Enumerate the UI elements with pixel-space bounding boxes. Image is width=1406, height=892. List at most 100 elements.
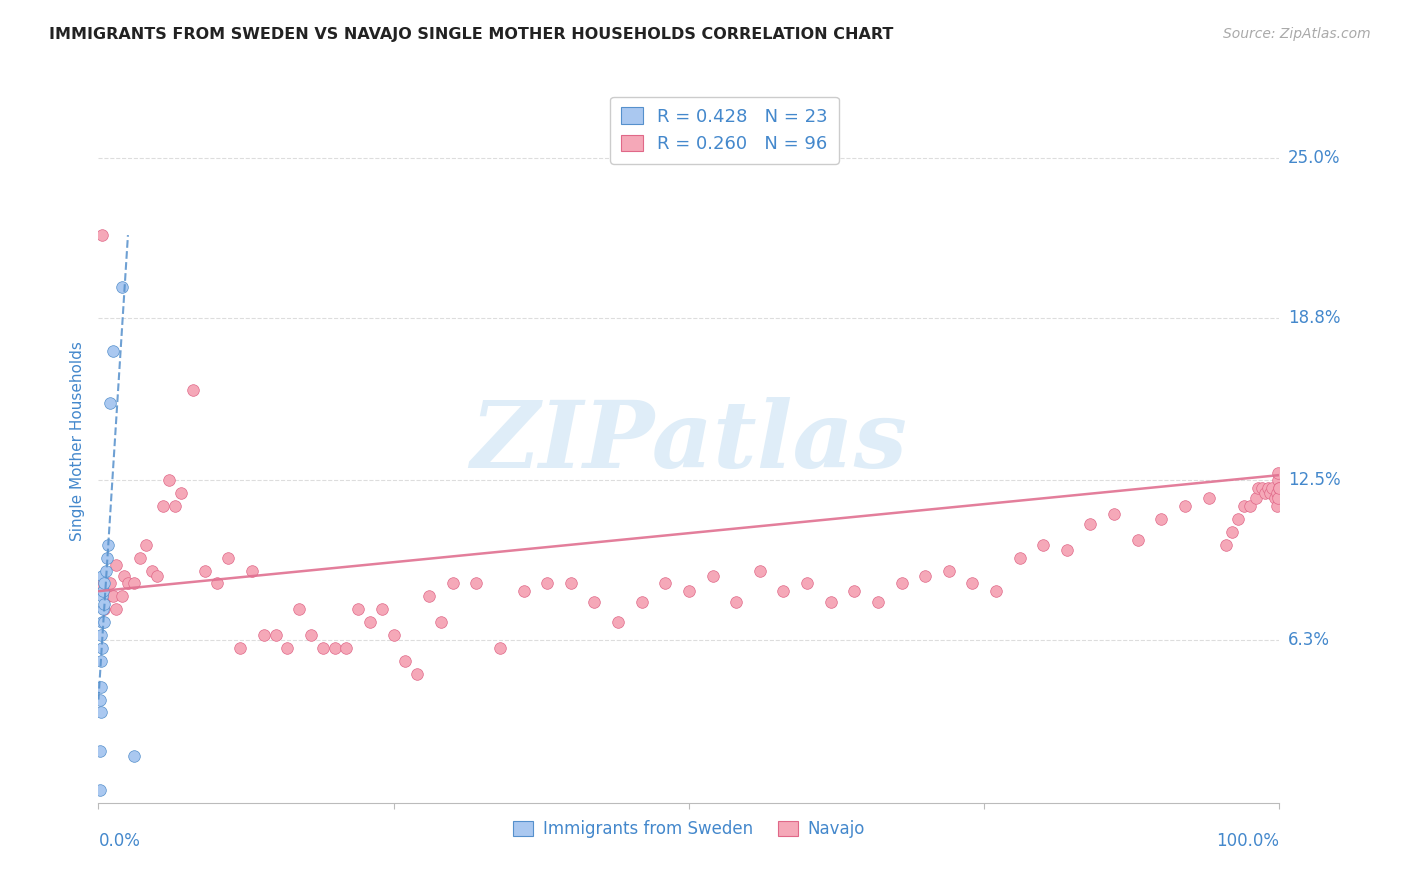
Point xyxy=(984,584,1007,599)
Point xyxy=(253,628,276,642)
Point xyxy=(1257,481,1279,495)
Point xyxy=(347,602,370,616)
Point xyxy=(1032,538,1054,552)
Point xyxy=(1247,481,1270,495)
Text: 6.3%: 6.3% xyxy=(1288,632,1330,649)
Point xyxy=(181,383,204,397)
Point xyxy=(583,594,606,608)
Point xyxy=(135,538,157,552)
Point xyxy=(1267,466,1289,480)
Point xyxy=(105,602,128,616)
Point xyxy=(89,783,111,797)
Point xyxy=(1244,491,1267,506)
Text: ZIPatlas: ZIPatlas xyxy=(471,397,907,486)
Point xyxy=(141,564,163,578)
Point xyxy=(264,628,287,642)
Point xyxy=(1220,524,1243,539)
Text: Source: ZipAtlas.com: Source: ZipAtlas.com xyxy=(1223,27,1371,41)
Point xyxy=(406,666,429,681)
Point xyxy=(1008,550,1031,565)
Text: 12.5%: 12.5% xyxy=(1288,471,1340,489)
Point xyxy=(93,602,115,616)
Point xyxy=(112,568,135,582)
Point xyxy=(1233,499,1256,513)
Point xyxy=(1254,486,1277,500)
Point xyxy=(105,558,128,573)
Point xyxy=(93,615,115,630)
Point xyxy=(240,564,263,578)
Point xyxy=(111,590,134,604)
Point xyxy=(938,564,960,578)
Legend: Immigrants from Sweden, Navajo: Immigrants from Sweden, Navajo xyxy=(506,814,872,845)
Point xyxy=(1265,499,1288,513)
Point xyxy=(91,584,114,599)
Point xyxy=(217,550,239,565)
Point xyxy=(96,550,118,565)
Point xyxy=(128,550,150,565)
Point xyxy=(229,640,252,655)
Point xyxy=(122,749,145,764)
Point xyxy=(702,568,724,582)
Point xyxy=(90,576,112,591)
Point xyxy=(430,615,453,630)
Point xyxy=(288,602,311,616)
Point xyxy=(1126,533,1149,547)
Point xyxy=(359,615,381,630)
Point xyxy=(1056,542,1078,557)
Point xyxy=(97,590,120,604)
Point xyxy=(607,615,630,630)
Point xyxy=(1215,538,1237,552)
Point xyxy=(1267,491,1289,506)
Point xyxy=(1261,481,1284,495)
Point xyxy=(90,680,112,694)
Point xyxy=(866,594,889,608)
Point xyxy=(890,576,912,591)
Point xyxy=(93,576,115,591)
Point xyxy=(98,396,121,410)
Text: 100.0%: 100.0% xyxy=(1216,831,1279,850)
Point xyxy=(91,568,114,582)
Point xyxy=(382,628,405,642)
Point xyxy=(441,576,464,591)
Point xyxy=(1264,491,1286,506)
Point xyxy=(394,654,416,668)
Point xyxy=(122,576,145,591)
Y-axis label: Single Mother Households: Single Mother Households xyxy=(70,342,86,541)
Point xyxy=(323,640,346,655)
Point xyxy=(89,744,111,758)
Point xyxy=(725,594,748,608)
Point xyxy=(335,640,357,655)
Point xyxy=(312,640,335,655)
Point xyxy=(94,564,117,578)
Point xyxy=(1080,517,1102,532)
Point xyxy=(1198,491,1220,506)
Point xyxy=(93,576,115,591)
Point xyxy=(91,590,114,604)
Point xyxy=(194,564,217,578)
Point xyxy=(91,640,114,655)
Point xyxy=(165,499,187,513)
Point xyxy=(97,538,120,552)
Point xyxy=(748,564,770,578)
Point xyxy=(146,568,169,582)
Point xyxy=(772,584,794,599)
Point xyxy=(91,228,114,243)
Point xyxy=(914,568,936,582)
Point xyxy=(90,628,112,642)
Point xyxy=(111,279,134,293)
Point xyxy=(844,584,866,599)
Point xyxy=(101,344,124,359)
Point xyxy=(1150,512,1173,526)
Point xyxy=(1250,481,1272,495)
Text: 18.8%: 18.8% xyxy=(1288,309,1340,326)
Point xyxy=(90,706,112,720)
Text: 0.0%: 0.0% xyxy=(98,831,141,850)
Point xyxy=(276,640,298,655)
Point xyxy=(512,584,534,599)
Point xyxy=(1227,512,1250,526)
Point xyxy=(962,576,984,591)
Point xyxy=(1174,499,1197,513)
Point xyxy=(90,654,112,668)
Point xyxy=(101,590,124,604)
Point xyxy=(678,584,700,599)
